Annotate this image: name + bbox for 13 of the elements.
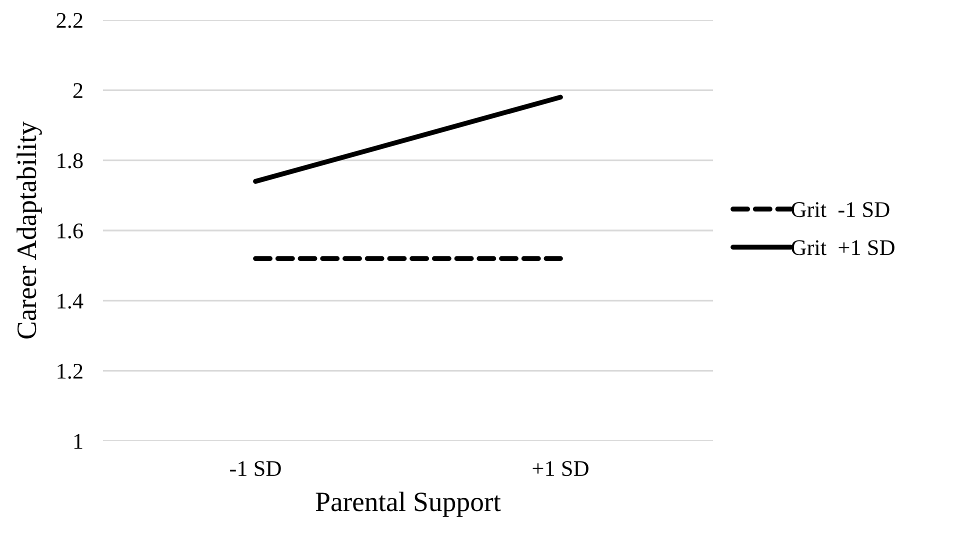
y-tick-label: 2 <box>73 83 82 98</box>
y-tick-label: 1.8 <box>58 153 83 168</box>
legend-label: Grit +1 SD <box>792 240 894 256</box>
y-axis-title: Career Adaptability <box>16 121 42 339</box>
y-tick-label: 2.2 <box>56 12 82 28</box>
y-tick-label: 1.2 <box>58 364 82 379</box>
y-tick-label: 1.6 <box>58 223 83 239</box>
x-axis-title: Parental Support <box>316 492 501 517</box>
x-tick-label: -1 SD <box>230 461 281 476</box>
legend-label: Grit -1 SD <box>792 202 890 218</box>
y-tick-label: 1 <box>74 434 82 449</box>
y-tick-label: 1.4 <box>58 294 84 309</box>
x-tick-label: +1 SD <box>532 461 588 476</box>
